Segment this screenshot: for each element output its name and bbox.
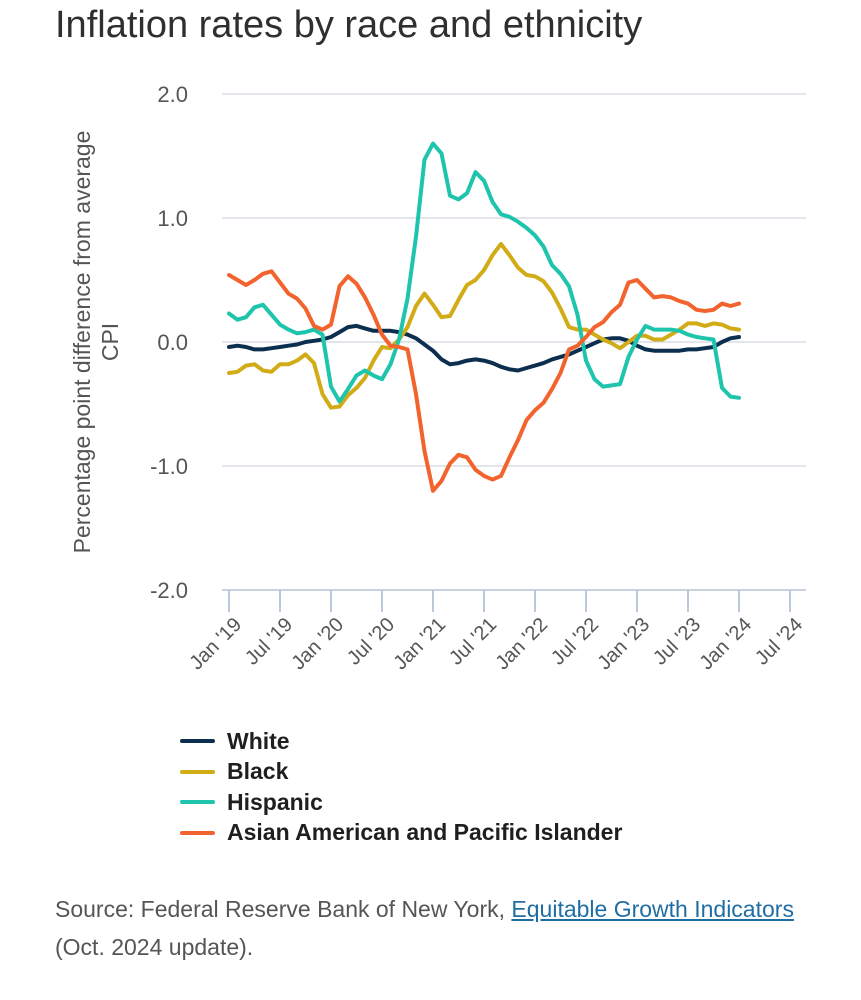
source-note: Source: Federal Reserve Bank of New York… (55, 890, 815, 966)
x-tick-label: Jan '24 (695, 614, 756, 675)
y-tick-label: -1.0 (150, 454, 188, 479)
legend-label-white: White (227, 727, 290, 754)
series-line-hispanic (227, 141, 741, 404)
chart-title: Inflation rates by race and ethnicity (55, 4, 643, 46)
legend-label-aapi: Asian American and Pacific Islander (227, 819, 623, 846)
legend-swatch-hispanic (180, 800, 215, 805)
y-axis-ticks: 2.0 1.0 0.0 -1.0 -2.0 (150, 82, 188, 603)
legend-swatch-black (180, 769, 215, 774)
legend-label-black: Black (227, 758, 289, 785)
y-tick-label: 2.0 (157, 82, 188, 107)
chart-legend: White Black Hispanic Asian American and … (180, 726, 622, 848)
legend-item-aapi: Asian American and Pacific Islander (180, 818, 622, 849)
series-line-black (227, 242, 741, 410)
legend-item-black: Black (180, 757, 622, 788)
legend-item-hispanic: Hispanic (180, 787, 622, 818)
x-tick-label: Jul '24 (751, 614, 807, 670)
source-link[interactable]: Equitable Growth Indicators (511, 896, 794, 922)
source-prefix: Source: Federal Reserve Bank of New York… (55, 896, 512, 922)
y-tick-label: 1.0 (157, 206, 188, 231)
legend-item-white: White (180, 726, 622, 757)
source-suffix: (Oct. 2024 update). (55, 934, 254, 960)
x-tick-label: Jan '20 (287, 614, 348, 675)
gridlines (222, 93, 806, 467)
y-axis-label: Percentage point difference from average… (69, 131, 123, 554)
x-tick-label: Jan '22 (491, 614, 552, 675)
x-tick-label: Jan '19 (185, 614, 246, 675)
legend-swatch-aapi (180, 830, 215, 835)
series-line-asian (227, 269, 741, 493)
series-lines (227, 141, 741, 493)
y-tick-label: 0.0 (157, 330, 188, 355)
x-tick-label: Jan '21 (389, 614, 450, 675)
y-tick-label: -2.0 (150, 578, 188, 603)
series-line-white (227, 323, 741, 373)
legend-swatch-white (180, 739, 215, 744)
x-tick-label: Jan '23 (593, 614, 654, 675)
legend-label-hispanic: Hispanic (227, 788, 323, 815)
